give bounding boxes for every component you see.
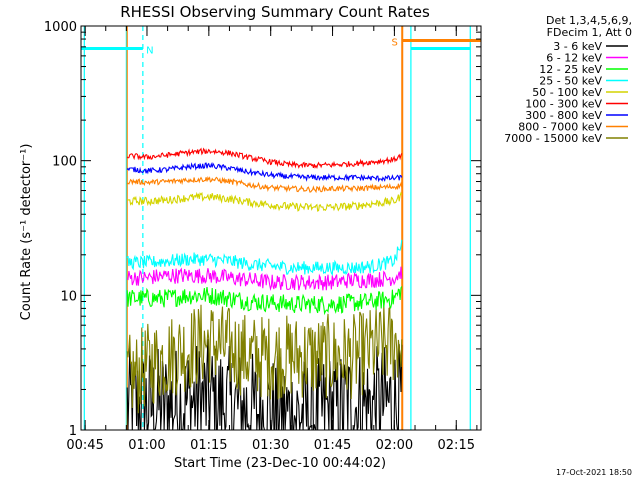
x-tick-label: 02:15 [438,438,475,453]
y-tick-label: 10 [60,289,77,304]
x-tick-label: 01:15 [190,438,227,453]
plot-area: N S 1 10 100 1000 00:45 01:00 01:15 01:30 01:45 02:… [44,20,482,453]
series-line-3 [126,239,403,277]
y-axis-label: Count Rate (s⁻¹ detector⁻¹) [19,144,34,321]
series-group [81,26,481,430]
legend-entry-label: 7000 - 15000 keV [504,132,602,145]
series-line-0 [126,339,403,430]
legend-header-line: FDecim 1, Att 0 [547,26,632,39]
y-tick-label: 1 [69,424,77,439]
series-line-5 [126,147,403,170]
legend-entry-label: 12 - 25 keV [539,63,602,76]
legend-entry-label: 6 - 12 keV [546,52,602,65]
footer-date: 17-Oct-2021 18:50 [556,468,632,477]
x-tick-label: 00:45 [66,438,103,453]
legend-entry-label: 100 - 300 keV [525,98,602,111]
x-tick-label: 02:00 [376,438,413,453]
flag-label-N: N [146,46,153,57]
legend-entry-label: 3 - 6 keV [553,40,602,53]
series-line-2 [126,286,403,316]
series-line-4 [127,191,403,212]
legend-entry-label: 25 - 50 keV [539,75,602,88]
x-tick-label: 01:00 [128,438,165,453]
plot-frame [80,25,482,431]
y-tick-label: 1000 [44,20,77,35]
legend: Det 1,3,4,5,6,9,FDecim 1, Att 03 - 6 keV… [504,14,632,145]
series-line-8 [126,303,403,414]
chart-title: RHESSI Observing Summary Count Rates [120,3,430,21]
y-tick-label: 100 [52,155,77,170]
legend-entry-label: 800 - 7000 keV [518,121,602,134]
series-line-7 [126,175,403,194]
flag-label-S: S [391,38,397,49]
x-tick-label: 01:45 [314,438,351,453]
x-tick-label: 01:30 [252,438,289,453]
legend-entry-label: 300 - 800 keV [525,109,602,122]
legend-header-line: Det 1,3,4,5,6,9, [546,14,632,27]
series-line-1 [126,266,403,291]
x-axis-label: Start Time (23-Dec-10 00:44:02) [174,456,386,471]
legend-entry-label: 50 - 100 keV [532,86,602,99]
series-line-6 [126,162,403,183]
